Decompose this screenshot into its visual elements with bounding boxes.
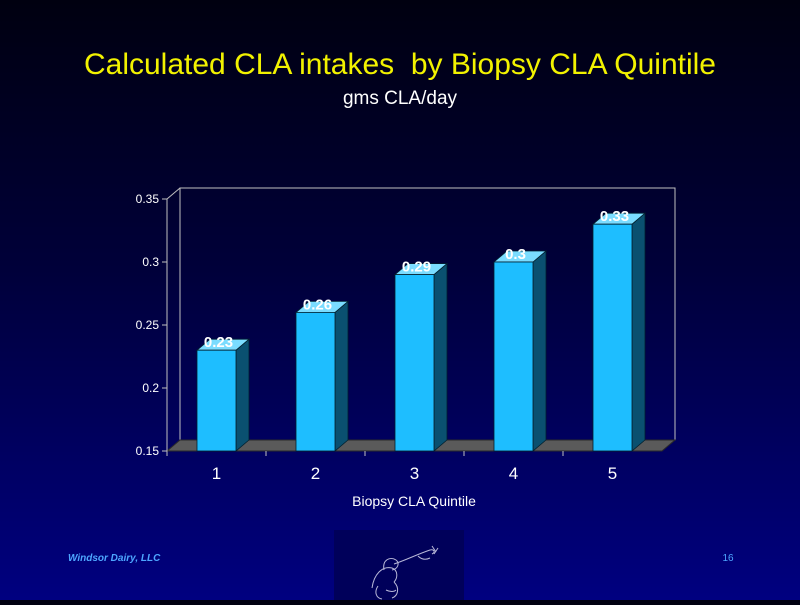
bar: [592, 223, 633, 452]
data-label: 0.29: [402, 259, 431, 276]
company-name: Windsor Dairy, LLC: [68, 553, 161, 564]
slide-title: Calculated CLA intakes by Biopsy CLA Qui…: [83, 48, 716, 81]
sketch-figure-logo: [334, 530, 464, 600]
y-tick-label: 0.2: [142, 381, 159, 395]
bar-side: [235, 338, 250, 452]
x-tick-label: 3: [410, 464, 419, 483]
bar: [295, 311, 336, 452]
bar: [493, 261, 534, 452]
bar-side: [532, 250, 547, 452]
y-tick-label: 0.25: [136, 318, 160, 332]
bar: [394, 274, 435, 452]
x-tick-label: 2: [311, 464, 320, 483]
chart-wall-edge: [166, 187, 181, 200]
y-tick-label: 0.3: [142, 255, 159, 269]
x-tick-label: 5: [608, 464, 617, 483]
chart-marks: 0.23 1 0.26 2 0.29 3 0.3 4 0.33 5: [195, 208, 647, 483]
bar: [196, 349, 237, 452]
y-tick-label: 0.15: [136, 444, 160, 458]
x-axis-title: Biopsy CLA Quintile: [352, 493, 476, 509]
bar-side: [334, 300, 349, 452]
bar-side: [433, 262, 448, 452]
slide-subtitle: gms CLA/day: [342, 88, 458, 109]
data-label: 0.26: [303, 296, 332, 313]
data-label: 0.3: [505, 246, 526, 263]
x-tick-label: 4: [509, 464, 518, 483]
data-label: 0.23: [204, 334, 233, 351]
x-tick-label: 1: [212, 464, 221, 483]
bar-side: [631, 212, 646, 452]
data-label: 0.33: [600, 208, 629, 225]
sketch-figure-icon: [371, 545, 439, 600]
page-number: 16: [722, 553, 734, 564]
y-tick-label: 0.35: [136, 192, 160, 206]
